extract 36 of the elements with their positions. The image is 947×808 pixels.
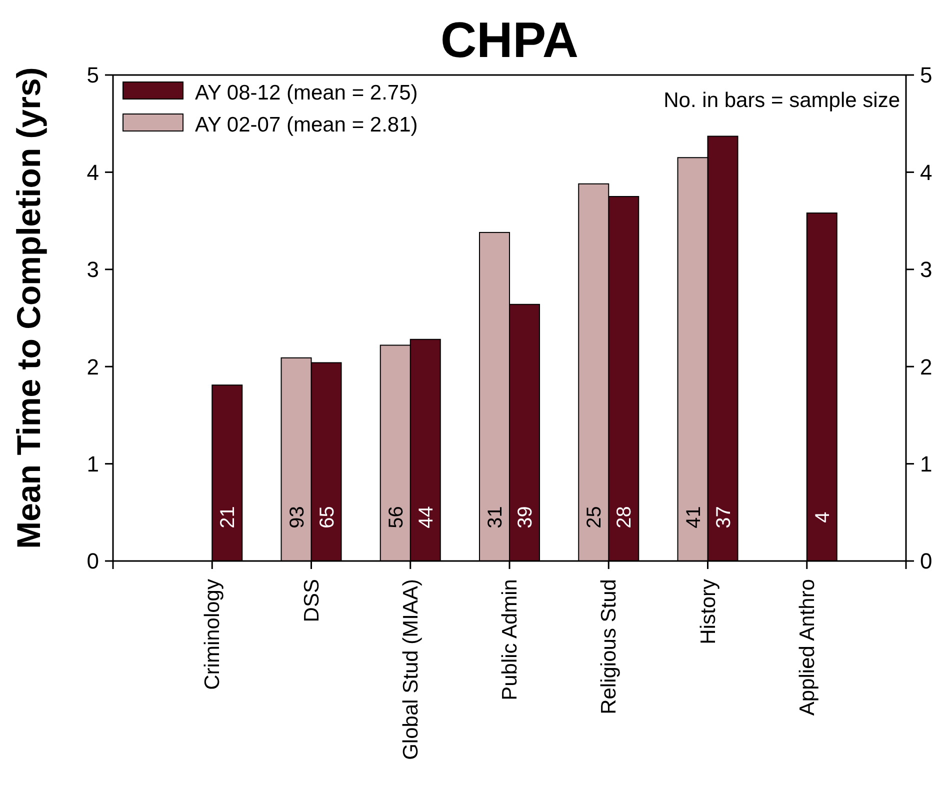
y-tick-label: 5 [86,62,99,88]
x-tick-label: Applied Anthro [796,579,819,716]
y-tick-label: 2 [86,354,99,380]
annotation: 41 [682,506,705,528]
y2-tick-label: 3 [920,257,932,282]
x-tick-label: History [696,578,720,644]
annotation: 25 [584,506,606,528]
y2-tick-label: 4 [920,160,932,185]
x-tick-label: Public Admin [498,579,522,700]
y-axis-title: Mean Time to Completion (yrs) [10,67,47,549]
y-tick-label: 3 [86,257,99,282]
annotation: 21 [217,506,240,528]
annotation: 44 [415,506,438,528]
annotation: 93 [286,506,308,528]
y-tick-label: 0 [86,548,99,574]
x-tick-label: Global Stud (MIAA) [399,579,422,760]
y-tick-label: 1 [86,452,99,476]
y-tick-label: 4 [86,160,99,185]
x-tick-label: Religious Stud [598,579,621,714]
annotation: 65 [316,506,338,528]
annotation: 4 [812,512,834,523]
y2-tick-label: 1 [920,452,932,476]
y2-tick-label: 2 [920,354,932,380]
annotation: No. in bars = sample size [664,89,900,112]
annotation: 37 [712,506,735,528]
annotation: 31 [484,506,506,528]
y2-tick-label: 0 [920,548,932,574]
annotation: 56 [385,506,408,528]
x-tick-label: DSS [300,579,324,622]
annotation: 39 [514,506,536,528]
y2-tick-label: 5 [920,62,932,88]
legend-label: AY 08-12 (mean = 2.75) [195,81,418,104]
legend-label: AY 02-07 (mean = 2.81) [195,113,418,136]
chart-title: CHPA [440,12,578,68]
annotation: 28 [614,506,636,528]
x-tick-label: Criminology [201,578,224,690]
